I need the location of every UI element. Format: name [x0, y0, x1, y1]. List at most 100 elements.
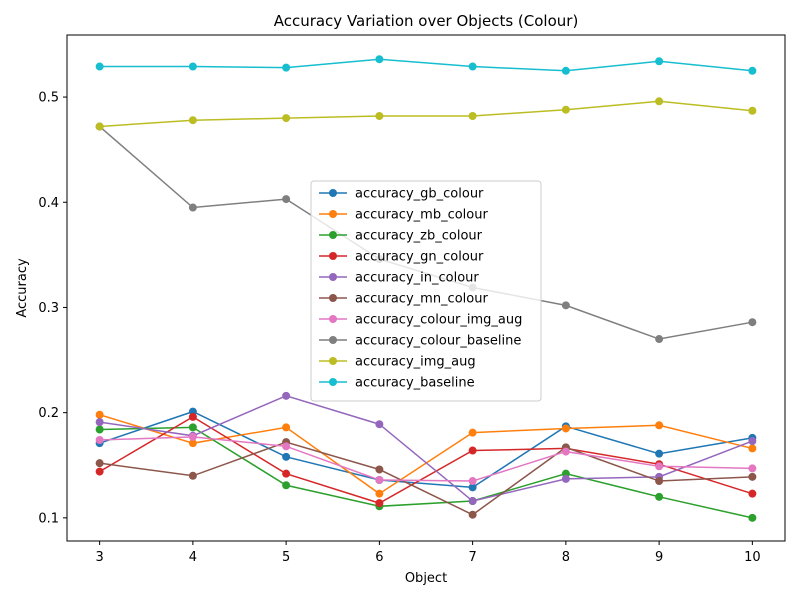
- data-point-accuracy-mb-colour: [188, 439, 197, 448]
- data-point-accuracy-colour-baseline: [188, 203, 197, 212]
- legend-item-accuracy-colour-baseline: accuracy_colour_baseline: [319, 334, 521, 349]
- data-point-accuracy-gn-colour: [375, 499, 384, 508]
- legend-label: accuracy_in_colour: [355, 271, 479, 286]
- data-point-accuracy-baseline: [468, 62, 477, 71]
- data-point-accuracy-mb-colour: [561, 424, 570, 433]
- data-point-accuracy-colour-baseline: [561, 301, 570, 310]
- series-line-accuracy-mn-colour: [99, 441, 753, 516]
- axes-frame: [66, 34, 786, 542]
- data-point-accuracy-mb-colour: [375, 489, 384, 498]
- x-tick-label: 9: [655, 550, 663, 565]
- legend-label: accuracy_colour_baseline: [355, 334, 521, 349]
- data-point-accuracy-in-colour: [95, 418, 104, 427]
- data-point-accuracy-colour-img-aug: [561, 447, 570, 456]
- data-point-accuracy-mb-colour: [748, 444, 757, 453]
- legend-marker: [329, 336, 337, 344]
- data-point-accuracy-mb-colour: [95, 410, 104, 419]
- legend-marker: [329, 273, 337, 281]
- data-point-accuracy-in-colour: [748, 437, 757, 446]
- y-tick-label: 0.1: [38, 511, 59, 526]
- data-point-accuracy-gn-colour: [468, 446, 477, 455]
- data-point-accuracy-gn-colour: [282, 469, 291, 478]
- x-tick-label: 4: [189, 550, 197, 565]
- data-point-accuracy-mn-colour: [748, 472, 757, 481]
- legend-marker: [329, 357, 337, 365]
- data-point-accuracy-img-aug: [188, 116, 197, 125]
- x-tick-label: 5: [282, 550, 290, 565]
- data-point-accuracy-colour-img-aug: [95, 436, 104, 445]
- legend-label: accuracy_baseline: [355, 376, 475, 391]
- data-point-accuracy-baseline: [95, 62, 104, 71]
- data-point-accuracy-in-colour: [468, 497, 477, 506]
- legend-item-accuracy-zb-colour: accuracy_zb_colour: [319, 229, 483, 244]
- data-point-accuracy-gn-colour: [95, 467, 104, 476]
- data-point-accuracy-img-aug: [282, 114, 291, 123]
- legend-marker: [329, 252, 337, 260]
- x-axis-label: Object: [405, 571, 447, 586]
- data-point-accuracy-mb-colour: [655, 421, 664, 430]
- legend-item-accuracy-mn-colour: accuracy_mn_colour: [319, 292, 488, 307]
- data-point-accuracy-mb-colour: [468, 428, 477, 437]
- data-point-accuracy-colour-baseline: [748, 318, 757, 327]
- series-line-accuracy-gn-colour: [99, 415, 753, 504]
- legend-marker: [329, 189, 337, 197]
- data-point-accuracy-gb-colour: [468, 483, 477, 492]
- legend-item-accuracy-baseline: accuracy_baseline: [319, 376, 475, 391]
- data-point-accuracy-in-colour: [561, 474, 570, 483]
- data-point-accuracy-in-colour: [375, 420, 384, 429]
- legend-marker: [329, 231, 337, 239]
- legend-marker: [329, 294, 337, 302]
- legend-marker: [329, 378, 337, 386]
- data-point-accuracy-baseline: [188, 62, 197, 71]
- series-line-accuracy-baseline: [99, 58, 753, 72]
- legend-item-accuracy-in-colour: accuracy_in_colour: [319, 271, 479, 286]
- legend-label: accuracy_img_aug: [355, 355, 476, 370]
- series-line-accuracy-in-colour: [99, 395, 753, 502]
- x-tick-label: 10: [744, 550, 761, 565]
- data-point-accuracy-colour-img-aug: [188, 432, 197, 441]
- data-point-accuracy-gb-colour: [655, 449, 664, 458]
- legend-box: [310, 180, 542, 402]
- x-tick-label: 6: [375, 550, 383, 565]
- x-tick-label: 7: [468, 550, 476, 565]
- legend-label: accuracy_mb_colour: [355, 208, 488, 223]
- data-point-accuracy-colour-img-aug: [468, 477, 477, 486]
- data-point-accuracy-colour-img-aug: [655, 462, 664, 471]
- chart-title: Accuracy Variation over Objects (Colour): [274, 12, 579, 30]
- data-point-accuracy-baseline: [282, 63, 291, 72]
- data-point-accuracy-zb-colour: [748, 513, 757, 522]
- data-point-accuracy-img-aug: [655, 97, 664, 106]
- data-point-accuracy-img-aug: [468, 112, 477, 121]
- data-point-accuracy-colour-baseline: [655, 335, 664, 344]
- data-point-accuracy-colour-img-aug: [282, 442, 291, 451]
- data-point-accuracy-gb-colour: [282, 452, 291, 461]
- series-line-accuracy-img-aug: [99, 100, 753, 128]
- y-axis: 0.1 0.2 0.3 0.4 0.5: [38, 91, 67, 526]
- legend-label: accuracy_colour_img_aug: [355, 313, 522, 328]
- legend-item-accuracy-colour-img-aug: accuracy_colour_img_aug: [319, 313, 522, 328]
- plot-area: [95, 55, 757, 522]
- series-line-accuracy-colour-img-aug: [99, 436, 753, 482]
- y-tick-label: 0.3: [38, 301, 59, 316]
- data-point-accuracy-mn-colour: [375, 465, 384, 474]
- data-point-accuracy-img-aug: [561, 105, 570, 114]
- legend-item-accuracy-img-aug: accuracy_img_aug: [319, 355, 476, 370]
- data-point-accuracy-mb-colour: [282, 423, 291, 432]
- data-point-accuracy-zb-colour: [282, 481, 291, 490]
- y-tick-label: 0.2: [38, 406, 59, 421]
- x-tick-label: 3: [95, 550, 103, 565]
- y-tick-label: 0.5: [38, 91, 59, 106]
- data-point-accuracy-gn-colour: [748, 489, 757, 498]
- y-tick-label: 0.4: [38, 196, 59, 211]
- data-point-accuracy-mn-colour: [188, 471, 197, 480]
- data-point-accuracy-colour-img-aug: [375, 475, 384, 484]
- data-point-accuracy-mn-colour: [468, 510, 477, 519]
- series-line-accuracy-gb-colour: [99, 410, 753, 489]
- x-axis: 3 4 5 6 7 8 9 10: [95, 541, 761, 565]
- x-tick-label: 8: [562, 550, 570, 565]
- data-point-accuracy-baseline: [375, 55, 384, 64]
- series-accuracy-img-aug: [95, 97, 757, 131]
- data-point-accuracy-mn-colour: [655, 477, 664, 486]
- data-point-accuracy-mn-colour: [95, 459, 104, 468]
